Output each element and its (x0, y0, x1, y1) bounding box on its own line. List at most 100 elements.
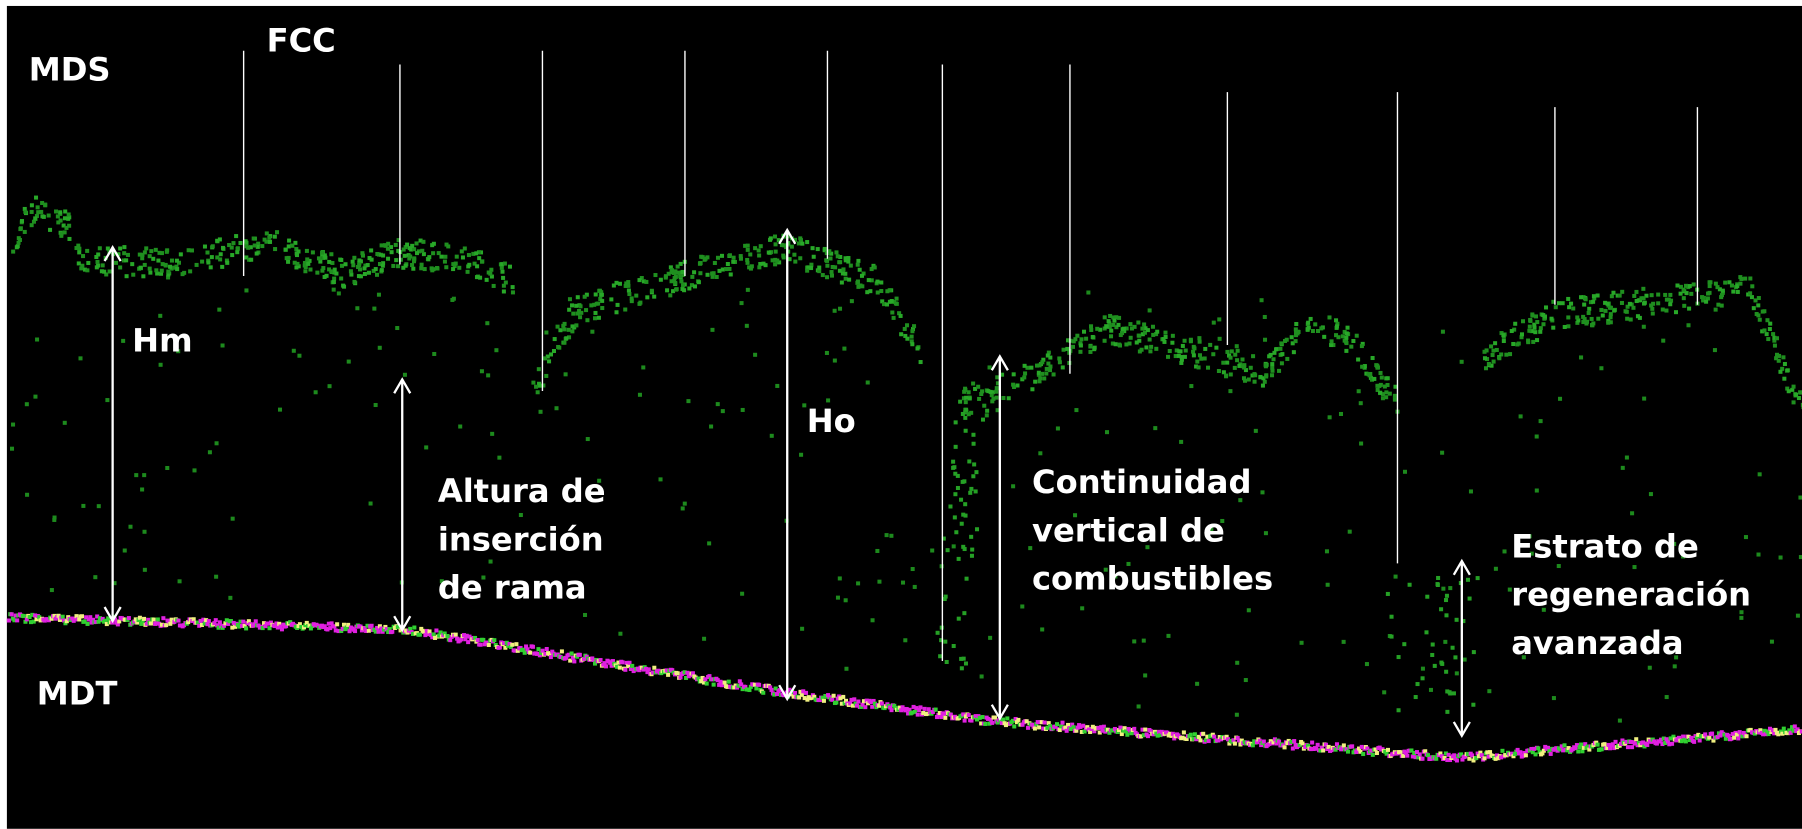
point (215, 441, 219, 445)
point (1794, 393, 1798, 397)
point (1720, 304, 1724, 308)
point (726, 262, 730, 266)
point (419, 266, 423, 270)
point (394, 243, 398, 247)
point (945, 660, 949, 664)
point (880, 701, 884, 705)
point (1270, 373, 1274, 377)
point (519, 513, 523, 517)
point (1197, 336, 1201, 340)
point (838, 576, 842, 580)
point (858, 268, 862, 272)
point (443, 255, 447, 259)
point (1451, 646, 1455, 650)
point (1327, 315, 1331, 319)
point (161, 616, 165, 620)
point (114, 261, 118, 265)
point (323, 256, 327, 260)
point (961, 412, 965, 416)
point (745, 324, 749, 328)
point (707, 541, 711, 545)
lidar-profile: MDS FCC MDT Hm Ho Altura de inserción de… (0, 0, 1802, 829)
point (968, 396, 972, 400)
point (1037, 725, 1041, 729)
point (351, 260, 355, 264)
point (832, 694, 836, 698)
point (1212, 735, 1216, 739)
mdt-label: MDT (37, 674, 118, 712)
point (143, 568, 147, 572)
point (1149, 345, 1153, 349)
point (374, 403, 378, 407)
point (961, 513, 965, 517)
point (334, 272, 338, 276)
point (731, 260, 735, 264)
point (1375, 751, 1379, 755)
point (1179, 361, 1183, 365)
point (1663, 293, 1667, 297)
point (1253, 373, 1257, 377)
point (668, 293, 672, 297)
point (1750, 295, 1754, 299)
point (875, 280, 879, 284)
point (1249, 366, 1253, 370)
point (47, 213, 51, 217)
point (683, 502, 687, 506)
point (353, 629, 357, 633)
point (664, 274, 668, 278)
point (339, 276, 343, 280)
point (1489, 344, 1493, 348)
point (415, 241, 419, 245)
point (265, 231, 269, 235)
point (885, 289, 889, 293)
point (868, 289, 872, 293)
point (273, 235, 277, 239)
point (1078, 350, 1082, 354)
point (1656, 293, 1660, 297)
point (558, 328, 562, 332)
point (1144, 345, 1148, 349)
point (1604, 309, 1608, 313)
point (1122, 327, 1126, 331)
point (238, 241, 242, 245)
point (849, 264, 853, 268)
point (1151, 333, 1155, 337)
point (1571, 306, 1575, 310)
point (1384, 376, 1388, 380)
point (1787, 389, 1791, 393)
point (1748, 276, 1752, 280)
point (1528, 318, 1532, 322)
point (263, 238, 267, 242)
point (1112, 319, 1116, 323)
point (1084, 337, 1088, 341)
point (1631, 306, 1635, 310)
point (665, 288, 669, 292)
point (58, 210, 62, 214)
point (98, 246, 102, 250)
point (1056, 426, 1060, 430)
point (1738, 282, 1742, 286)
point (962, 611, 966, 615)
point (686, 399, 690, 403)
point (128, 525, 132, 529)
point (1198, 340, 1202, 344)
point (358, 267, 362, 271)
point (218, 257, 222, 261)
point (919, 360, 923, 364)
point (1247, 377, 1251, 381)
point (936, 631, 940, 635)
point (534, 385, 538, 389)
point (1260, 298, 1264, 302)
point (225, 261, 229, 265)
point (901, 581, 905, 585)
point (430, 266, 434, 270)
point (403, 254, 407, 258)
point (1756, 313, 1760, 317)
point (203, 245, 207, 249)
point (1136, 320, 1140, 324)
point (1359, 442, 1363, 446)
point (1524, 753, 1528, 757)
point (659, 278, 663, 282)
point (567, 308, 571, 312)
point (1244, 678, 1248, 682)
